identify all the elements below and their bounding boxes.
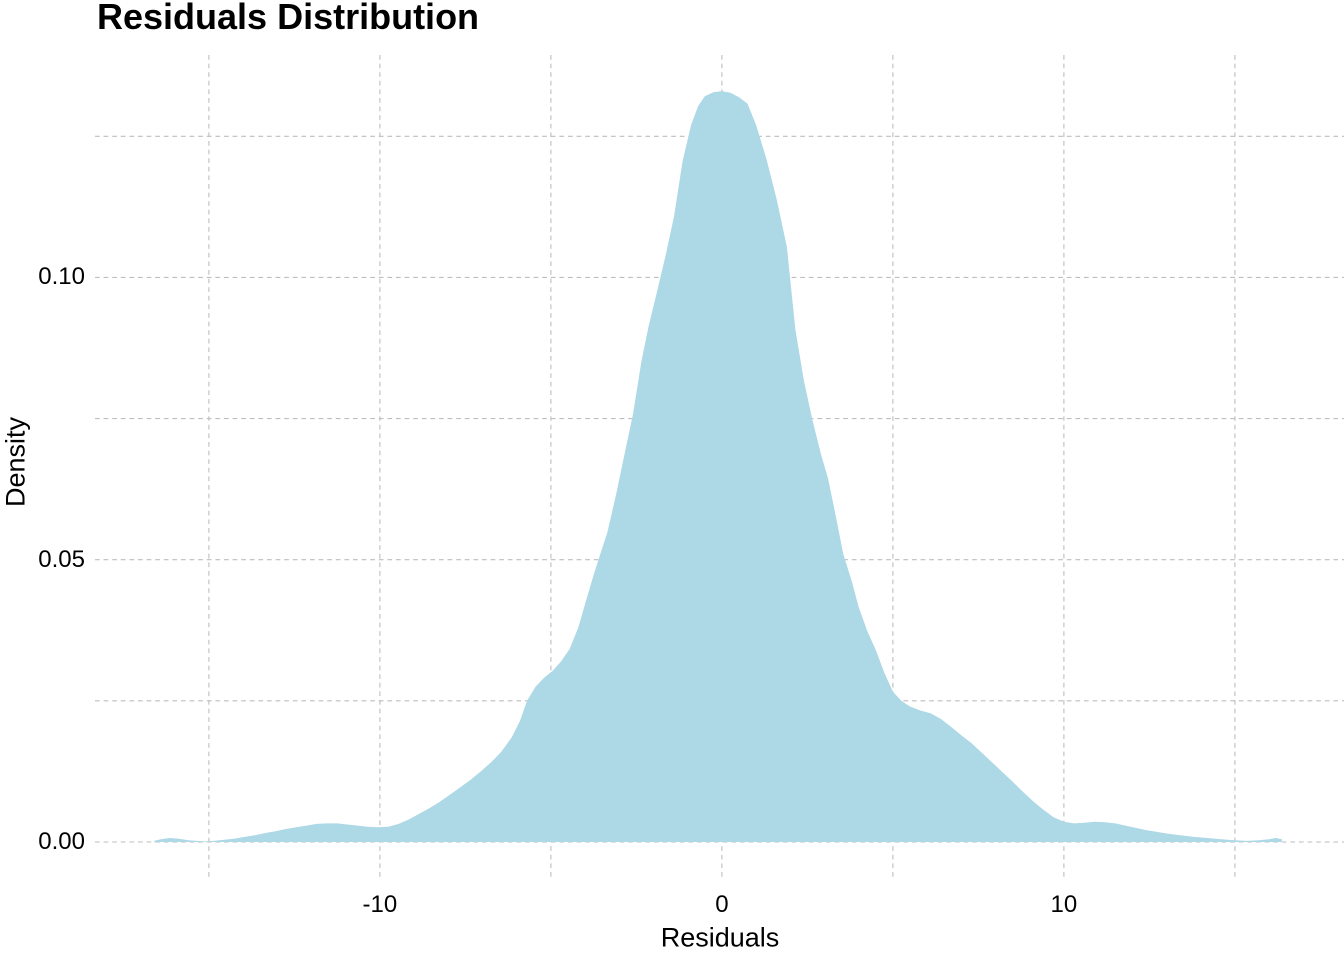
x-tick-label: 0: [715, 891, 729, 918]
y-tick-label: 0.05: [38, 545, 85, 573]
x-axis-title: Residuals: [660, 922, 780, 953]
chart-title: Residuals Distribution: [97, 0, 480, 37]
density-area: [154, 91, 1282, 843]
y-tick-label: 0.10: [38, 263, 85, 291]
x-tick-label: -10: [362, 891, 398, 918]
y-tick-label: 0.00: [38, 827, 85, 855]
x-tick-label: 10: [1050, 891, 1078, 918]
y-axis-title: Density: [0, 416, 31, 508]
